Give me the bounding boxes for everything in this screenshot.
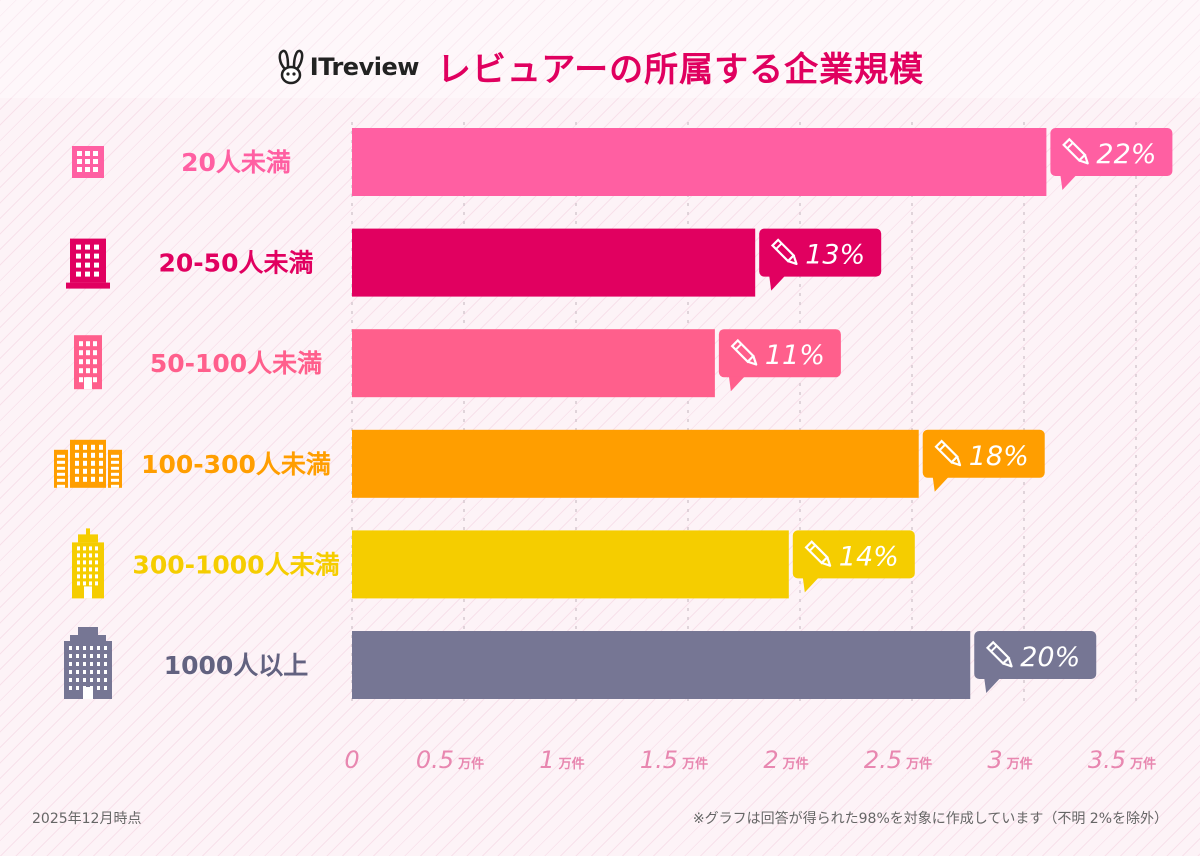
pencil-icon: [804, 540, 832, 567]
category-label: 1000人以上: [164, 651, 309, 680]
x-tick-label: 0.5 万件: [416, 746, 484, 774]
logo-text: ITreview: [309, 52, 420, 81]
chart-title: レビュアーの所属する企業規模: [436, 50, 925, 90]
category-label: 100-300人未満: [141, 450, 331, 479]
bar: [352, 329, 715, 398]
x-tick-label: 2 万件: [763, 746, 808, 774]
value-callout: 13%: [759, 228, 882, 291]
title-row: ITreview レビュアーの所属する企業規模: [0, 42, 1200, 91]
value-callout: 11%: [718, 329, 841, 392]
skyscraper-icon: [64, 627, 112, 699]
small-building-icon: [72, 146, 104, 178]
percent-label: 20%: [1020, 642, 1080, 673]
exclusion-footnote: ※グラフは回答が得られた98%を対象に作成しています（不明 2%を除外）: [692, 811, 1168, 827]
value-callout: 14%: [792, 530, 915, 593]
pencil-icon: [934, 439, 962, 467]
itreview-logo: ITreview: [276, 49, 419, 85]
x-tick-label: 1.5 万件: [640, 746, 708, 774]
office-building-icon: [74, 335, 102, 390]
x-tick-label: 0: [344, 746, 359, 774]
category-label: 20-50人未満: [159, 249, 314, 278]
percent-label: 13%: [805, 240, 865, 271]
pencil-icon: [730, 338, 758, 366]
header-band: [0, 0, 1200, 98]
wide-building-icon: [54, 439, 122, 488]
category-label: 300-1000人未満: [132, 550, 339, 579]
value-callout: 18%: [922, 429, 1045, 492]
x-tick-label: 3.5 万件: [1088, 746, 1156, 774]
bar: [352, 631, 971, 699]
x-tick-label: 3 万件: [987, 746, 1032, 774]
building-icon: [66, 238, 110, 289]
category-label: 20人未満: [181, 148, 291, 177]
pencil-icon: [770, 238, 798, 266]
percent-label: 11%: [765, 340, 825, 371]
bar-chart: 20人未満 20-50人未満 50-100人未満 100-300人未満 300-1000…: [54, 122, 1173, 774]
percent-label: 18%: [969, 441, 1029, 472]
category-label: 50-100人未満: [150, 349, 322, 378]
x-tick-label: 1 万件: [539, 746, 584, 774]
pencil-icon: [985, 640, 1013, 668]
percent-label: 22%: [1096, 139, 1156, 170]
bar: [352, 228, 756, 297]
pencil-icon: [1062, 137, 1089, 165]
value-callout: 20%: [974, 631, 1097, 693]
date-footnote: 2025年12月時点: [32, 811, 142, 827]
value-callout: 22%: [1050, 128, 1173, 190]
rabbit-logo-icon: [278, 49, 304, 84]
tower-building-icon: [72, 528, 104, 599]
x-tick-label: 2.5 万件: [864, 746, 932, 774]
bar: [352, 429, 919, 498]
bar: [352, 128, 1047, 196]
bar: [352, 530, 789, 599]
percent-label: 14%: [839, 541, 899, 572]
